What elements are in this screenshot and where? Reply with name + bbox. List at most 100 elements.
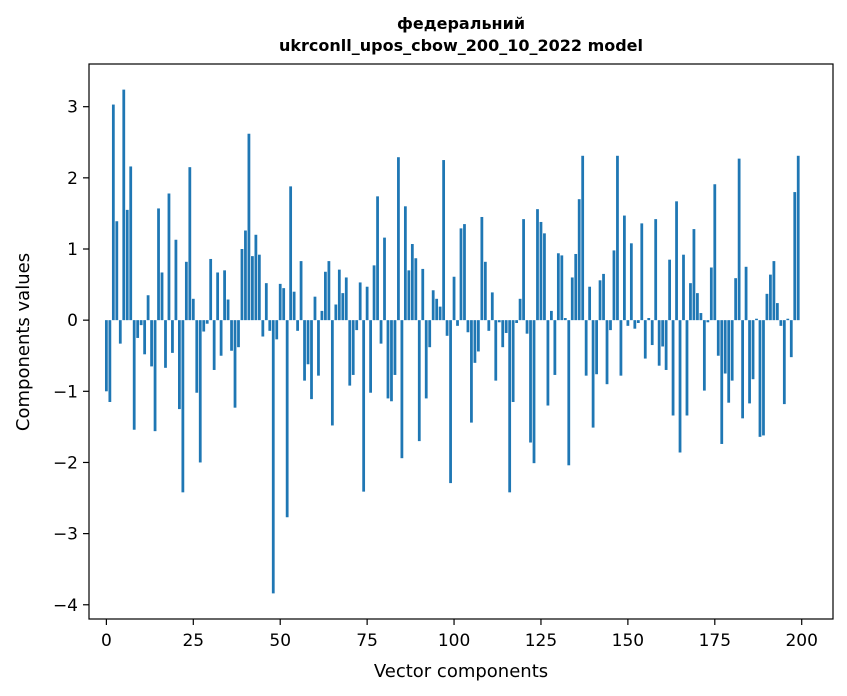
bar (626, 320, 630, 326)
bar (584, 320, 588, 376)
y-tick-label: 3 (67, 98, 78, 118)
bar (268, 320, 272, 331)
x-tick-label: 125 (525, 631, 557, 651)
bar (393, 320, 397, 375)
bar (285, 320, 289, 518)
bar (671, 320, 675, 416)
bar (178, 320, 181, 410)
bar (623, 215, 626, 321)
bar (251, 256, 254, 321)
bar (139, 320, 143, 326)
x-tick-label: 50 (269, 631, 291, 651)
bar (755, 318, 758, 321)
x-tick-label: 75 (356, 631, 378, 651)
bar (699, 313, 703, 321)
bar (480, 216, 484, 321)
bar (661, 320, 665, 347)
bar (602, 273, 605, 321)
bar (546, 320, 550, 406)
bar (713, 184, 717, 321)
bar (536, 209, 539, 321)
bar (348, 320, 352, 386)
bar (775, 303, 779, 321)
bar (567, 320, 571, 466)
bar (737, 158, 741, 321)
bar (570, 277, 574, 321)
bar (216, 272, 220, 321)
y-tick-label: 0 (67, 311, 78, 331)
bar (407, 270, 411, 321)
bar (261, 320, 265, 337)
bar (365, 286, 369, 321)
bar (789, 320, 793, 358)
bar (463, 224, 466, 321)
bar (518, 298, 522, 321)
bar (431, 290, 435, 321)
bar (320, 310, 324, 321)
bar (306, 320, 310, 365)
bar (240, 249, 244, 321)
bar (692, 229, 696, 321)
bar (414, 258, 418, 321)
bar (403, 206, 407, 321)
bar (762, 320, 765, 436)
bar (730, 320, 734, 381)
bar (629, 243, 633, 321)
bar (278, 283, 282, 321)
bar (678, 320, 682, 453)
bars-group (104, 89, 800, 594)
bar (574, 253, 578, 321)
bar (108, 320, 112, 402)
bar (104, 320, 108, 392)
bar (577, 199, 581, 321)
bar (487, 320, 491, 331)
bar (233, 320, 237, 408)
bar (525, 320, 529, 334)
bar (397, 157, 400, 321)
bar (167, 193, 171, 321)
bar (327, 261, 331, 321)
bar (744, 266, 748, 321)
bar (682, 254, 685, 321)
bar (299, 261, 303, 321)
bar (254, 234, 258, 321)
bar (310, 320, 313, 400)
bar (344, 277, 348, 321)
bar (184, 261, 188, 321)
bar (442, 160, 446, 321)
bar (282, 288, 286, 321)
bar (675, 201, 678, 321)
y-tick-label: −2 (53, 453, 78, 473)
bar (595, 320, 598, 375)
bar (428, 320, 432, 348)
x-tick-label: 200 (785, 631, 817, 651)
bar (244, 230, 247, 321)
x-tick-label: 0 (101, 631, 112, 651)
bar (709, 267, 713, 321)
bar (257, 254, 261, 321)
bar (779, 320, 783, 326)
bar (226, 299, 230, 321)
bar (337, 269, 341, 321)
bar (758, 320, 762, 437)
bar (476, 320, 480, 352)
bar (734, 278, 738, 321)
bar (330, 320, 334, 426)
bar (782, 320, 786, 405)
bar (264, 283, 268, 321)
bar (136, 320, 140, 338)
bar (772, 261, 776, 321)
bar (355, 320, 359, 331)
x-axis-ticks: 0 25 50 75 100 125 150 175 200 (101, 619, 818, 651)
bar (292, 291, 296, 321)
bar (400, 320, 404, 459)
bar (483, 261, 487, 321)
bar (195, 320, 199, 393)
bar (317, 320, 320, 376)
chart-title-line2: ukrconll_upos_cbow_200_10_2022 model (279, 36, 643, 55)
y-axis-ticks: −4 −3 −2 −1 0 1 2 3 (53, 98, 89, 616)
bar (275, 320, 279, 340)
bar (563, 318, 567, 321)
bar (125, 209, 129, 321)
